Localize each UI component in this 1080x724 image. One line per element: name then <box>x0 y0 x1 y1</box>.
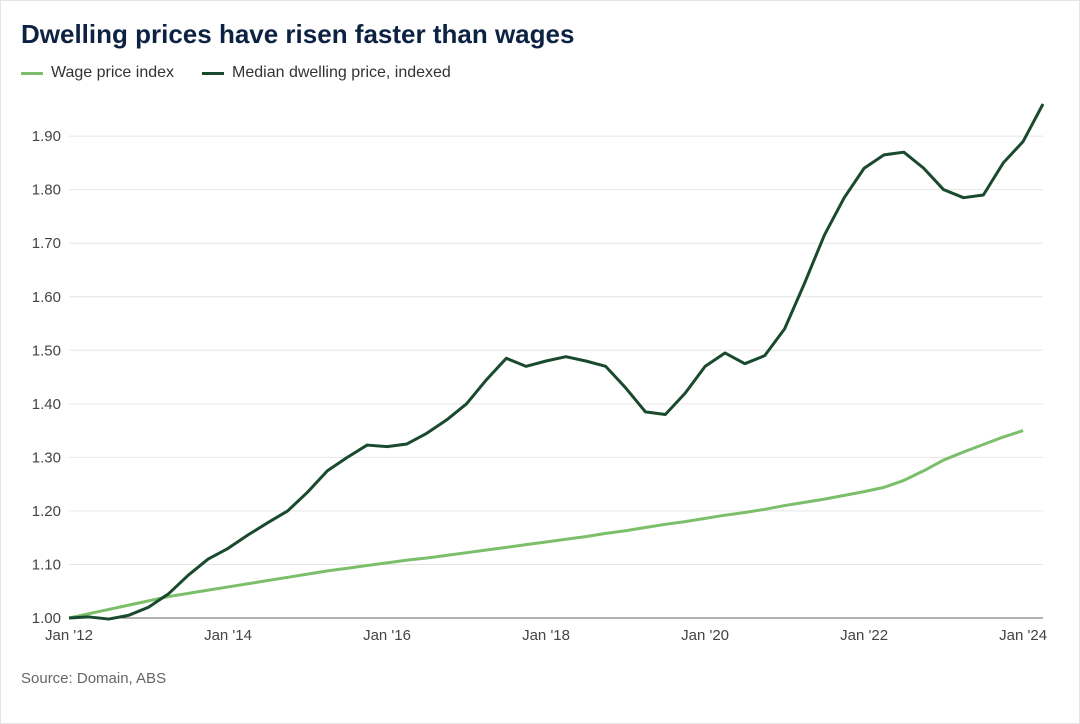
y-tick-label: 1.90 <box>32 128 61 145</box>
x-tick-label: Jan '14 <box>204 627 252 644</box>
x-tick-label: Jan '20 <box>681 627 729 644</box>
legend-swatch-dwelling <box>202 72 224 75</box>
legend: Wage price index Median dwelling price, … <box>21 64 1059 82</box>
x-tick-label: Jan '12 <box>45 627 93 644</box>
legend-item-dwelling: Median dwelling price, indexed <box>202 64 451 82</box>
plot-wrapper: 1.00 1.10 1.20 1.30 1.40 1.50 1.60 1.70 1.80 1.90… <box>21 94 1059 654</box>
legend-item-wage: Wage price index <box>21 64 174 82</box>
y-tick-label: 1.40 <box>32 396 61 413</box>
x-tick-label: Jan '24 <box>999 627 1047 644</box>
y-tick-label: 1.70 <box>32 235 61 252</box>
chart-container: Dwelling prices have risen faster than w… <box>0 0 1080 724</box>
y-tick-label: 1.20 <box>32 503 61 520</box>
legend-label-dwelling: Median dwelling price, indexed <box>232 64 451 82</box>
y-tick-label: 1.10 <box>32 556 61 573</box>
y-tick-label: 1.00 <box>32 610 61 627</box>
legend-label-wage: Wage price index <box>51 64 174 82</box>
x-tick-label: Jan '22 <box>840 627 888 644</box>
legend-swatch-wage <box>21 72 43 75</box>
x-tick-label: Jan '18 <box>522 627 570 644</box>
y-tick-label: 1.80 <box>32 182 61 199</box>
y-tick-label: 1.30 <box>32 449 61 466</box>
y-tick-label: 1.50 <box>32 342 61 359</box>
y-tick-label: 1.60 <box>32 289 61 306</box>
x-tick-label: Jan '16 <box>363 627 411 644</box>
series-wage_price_index <box>69 431 1023 618</box>
source-text: Source: Domain, ABS <box>21 670 1059 687</box>
plot-svg: 1.00 1.10 1.20 1.30 1.40 1.50 1.60 1.70 1.80 1.90… <box>21 94 1061 654</box>
chart-title: Dwelling prices have risen faster than w… <box>21 19 1059 50</box>
